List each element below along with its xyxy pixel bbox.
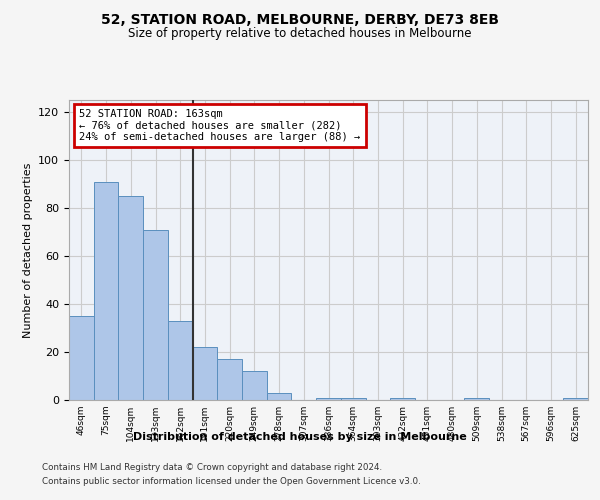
Bar [341, 398, 365, 400]
Text: Contains HM Land Registry data © Crown copyright and database right 2024.: Contains HM Land Registry data © Crown c… [42, 462, 382, 471]
Bar [217, 359, 242, 400]
Bar [193, 347, 217, 400]
Bar [267, 393, 292, 400]
Y-axis label: Number of detached properties: Number of detached properties [23, 162, 32, 338]
Text: Size of property relative to detached houses in Melbourne: Size of property relative to detached ho… [128, 28, 472, 40]
Text: Contains public sector information licensed under the Open Government Licence v3: Contains public sector information licen… [42, 478, 421, 486]
Bar [563, 398, 588, 400]
Bar [69, 316, 94, 400]
Bar [94, 182, 118, 400]
Bar [168, 321, 193, 400]
Bar [242, 371, 267, 400]
Bar [390, 398, 415, 400]
Bar [143, 230, 168, 400]
Bar [464, 398, 489, 400]
Bar [316, 398, 341, 400]
Text: 52 STATION ROAD: 163sqm
← 76% of detached houses are smaller (282)
24% of semi-d: 52 STATION ROAD: 163sqm ← 76% of detache… [79, 109, 361, 142]
Text: 52, STATION ROAD, MELBOURNE, DERBY, DE73 8EB: 52, STATION ROAD, MELBOURNE, DERBY, DE73… [101, 12, 499, 26]
Bar [118, 196, 143, 400]
Text: Distribution of detached houses by size in Melbourne: Distribution of detached houses by size … [133, 432, 467, 442]
